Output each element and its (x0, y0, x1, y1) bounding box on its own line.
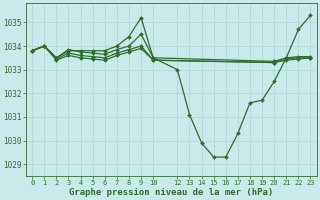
X-axis label: Graphe pression niveau de la mer (hPa): Graphe pression niveau de la mer (hPa) (69, 188, 274, 197)
